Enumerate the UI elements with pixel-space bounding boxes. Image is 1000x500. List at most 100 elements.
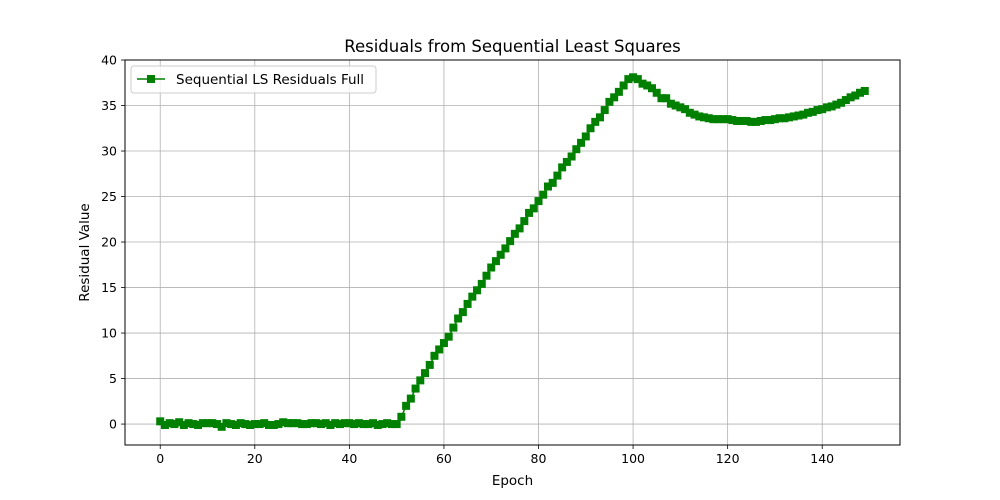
data-point-marker: [335, 420, 344, 429]
data-point-marker: [255, 420, 264, 429]
data-point-marker: [321, 419, 330, 428]
data-point-marker: [179, 420, 188, 429]
data-point-marker: [156, 417, 165, 426]
data-point-marker: [808, 107, 817, 116]
data-point-marker: [747, 117, 756, 126]
data-point-marker: [723, 115, 732, 124]
y-tick-label: 20: [101, 235, 117, 250]
data-point-marker: [643, 81, 652, 90]
data-point-marker: [756, 116, 765, 125]
data-point-marker: [510, 229, 519, 238]
data-point-marker: [841, 96, 850, 105]
data-point-marker: [482, 271, 491, 280]
data-point-marker: [345, 419, 354, 428]
data-point-marker: [610, 93, 619, 102]
data-point-marker: [700, 113, 708, 122]
data-point-marker: [473, 286, 482, 295]
data-point-marker: [454, 314, 463, 323]
data-point-marker: [222, 419, 231, 428]
data-point-marker: [567, 152, 576, 161]
data-point-marker: [293, 419, 302, 428]
y-tick-label: 40: [101, 53, 117, 68]
data-point-marker: [789, 112, 798, 121]
data-point-marker: [326, 420, 335, 429]
data-point-marker: [392, 420, 401, 429]
data-point-marker: [638, 79, 647, 88]
data-point-marker: [425, 360, 434, 369]
data-point-marker: [435, 345, 444, 354]
data-point-marker: [657, 94, 666, 103]
data-point-marker: [194, 420, 203, 429]
data-point-marker: [515, 224, 524, 233]
data-point-marker: [421, 369, 430, 378]
data-point-marker: [761, 116, 770, 125]
x-tick-label: 40: [341, 451, 357, 466]
data-point-marker: [577, 138, 586, 147]
data-point-marker: [279, 418, 288, 427]
data-point-marker: [520, 217, 529, 226]
data-point-marker: [350, 420, 359, 429]
data-point-marker: [397, 412, 406, 421]
data-point-marker: [416, 376, 425, 385]
y-tick-label: 10: [101, 326, 117, 341]
data-point-marker: [170, 420, 179, 429]
x-tick-label: 20: [247, 451, 263, 466]
data-point-marker: [246, 420, 255, 429]
data-point-marker: [780, 114, 789, 123]
data-point-marker: [766, 116, 775, 125]
data-point-marker: [581, 132, 590, 141]
data-point-marker: [647, 84, 656, 93]
data-point-marker: [260, 419, 269, 428]
data-point-marker: [539, 190, 548, 199]
data-point-marker: [359, 420, 368, 429]
data-point-marker: [208, 419, 217, 428]
legend: Sequential LS Residuals Full: [130, 65, 377, 94]
data-point-marker: [595, 113, 604, 122]
data-point-marker: [822, 103, 831, 112]
data-point-marker: [468, 292, 477, 301]
data-point-marker: [402, 401, 411, 410]
data-point-marker: [288, 419, 297, 428]
data-point-marker: [387, 420, 396, 429]
data-point-marker: [860, 86, 869, 95]
data-point-marker: [624, 75, 633, 84]
data-point-marker: [619, 81, 628, 90]
data-point-marker: [681, 105, 690, 114]
data-point-marker: [496, 250, 505, 259]
data-point-marker: [572, 145, 581, 154]
data-point-marker: [283, 419, 292, 428]
data-point-marker: [364, 420, 373, 429]
data-point-marker: [737, 116, 746, 125]
data-point-marker: [605, 97, 614, 106]
data-point-marker: [354, 419, 363, 428]
data-point-marker: [274, 420, 283, 429]
data-point-marker: [430, 351, 439, 360]
y-tick-label: 30: [101, 144, 117, 159]
data-point-marker: [383, 419, 392, 428]
y-tick-label: 35: [101, 98, 117, 113]
data-point-marker: [175, 418, 184, 427]
data-point-marker: [676, 103, 685, 112]
x-tick-label: 140: [810, 451, 834, 466]
data-point-marker: [633, 75, 642, 84]
data-point-marker: [718, 115, 727, 124]
axis-ticks: 0 20 40 60 80 100 120 140 0 5 10 15 20 25 30 35 40: [101, 53, 834, 467]
data-point-marker: [439, 339, 448, 348]
data-point-marker: [241, 420, 250, 429]
data-point-marker: [662, 94, 671, 103]
chart-title: Residuals from Sequential Least Squares: [344, 37, 681, 56]
data-point-marker: [695, 112, 704, 121]
data-point-marker: [444, 332, 453, 341]
data-point-marker: [629, 73, 638, 82]
data-point-marker: [752, 117, 761, 126]
data-point-marker: [189, 420, 198, 429]
data-point-marker: [785, 113, 794, 122]
data-point-marker: [837, 98, 846, 107]
data-point-marker: [212, 420, 221, 429]
data-point-marker: [312, 419, 321, 428]
data-point-marker: [543, 182, 552, 191]
data-point-marker: [331, 419, 340, 428]
y-tick-label: 15: [101, 280, 117, 295]
x-tick-label: 120: [716, 451, 740, 466]
data-point-marker: [733, 116, 742, 125]
